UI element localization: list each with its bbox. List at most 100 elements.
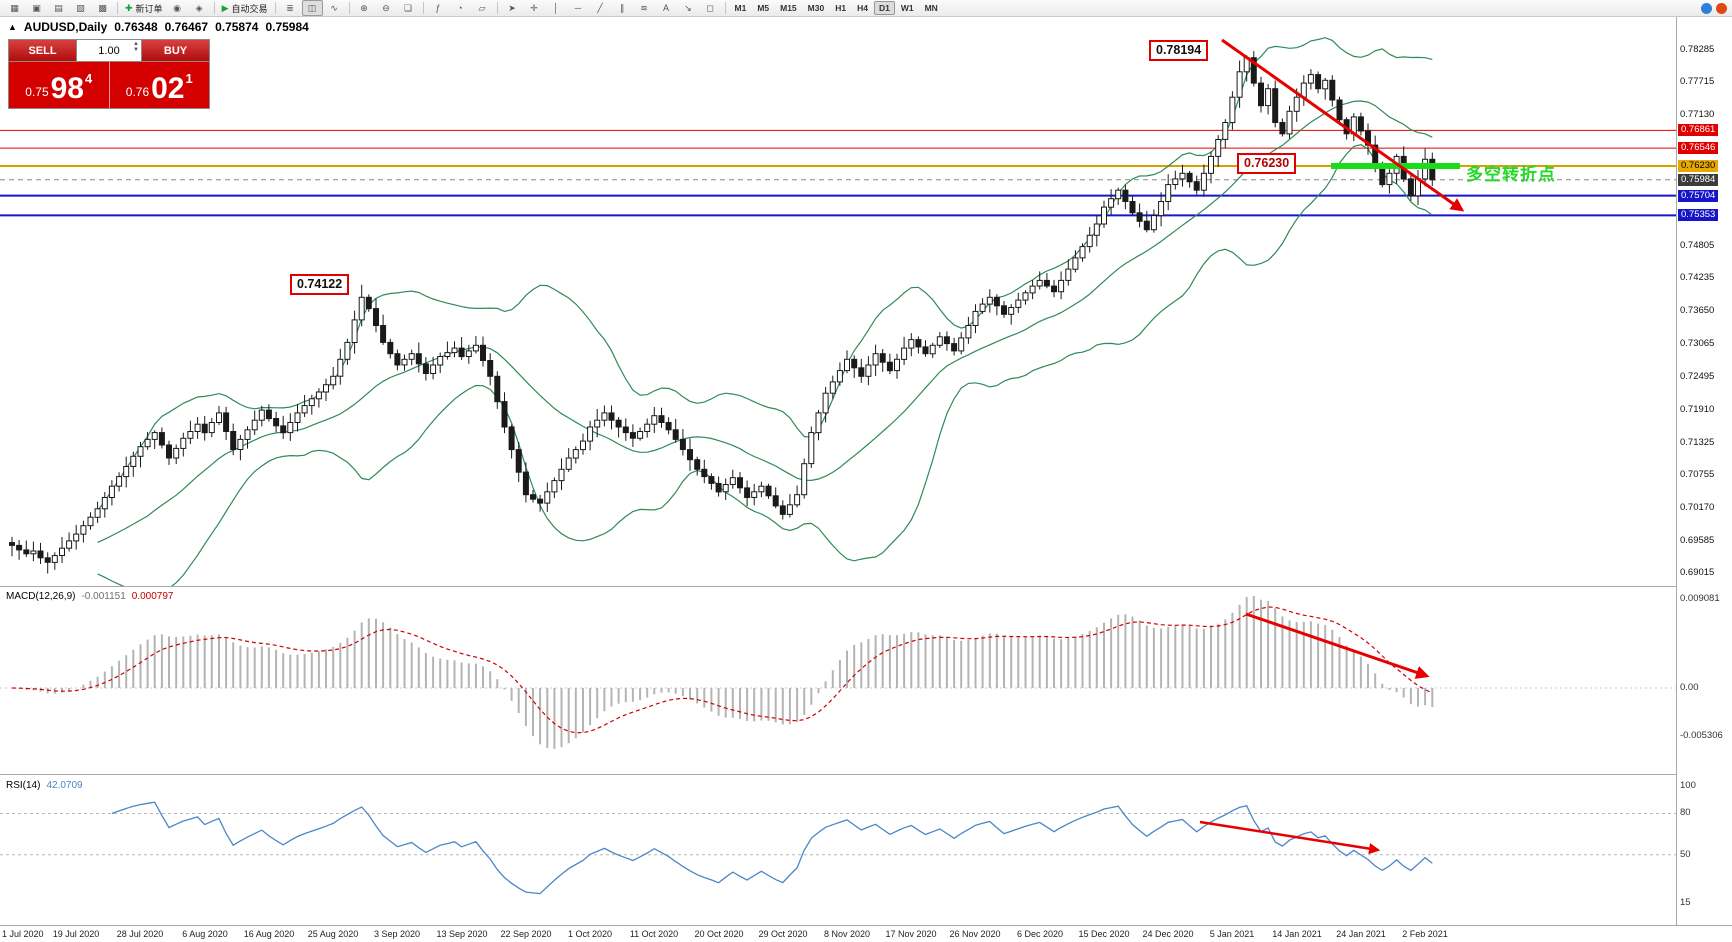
main-chart-pane[interactable] [0, 17, 1732, 586]
toolbar-separator [496, 2, 498, 14]
trendline-icon[interactable]: ╱ [597, 2, 603, 13]
pane-separator[interactable] [0, 586, 1732, 589]
price-scale-label: 0.71910 [1680, 404, 1715, 415]
timeframe-d1-button[interactable]: D1 [873, 1, 895, 15]
bar-chart-icon[interactable]: ≣ [286, 2, 294, 13]
text-label-icon[interactable]: A [662, 2, 669, 13]
crosshair-icon[interactable]: ✛ [530, 2, 538, 13]
macd-pane[interactable] [0, 588, 1732, 774]
price-scale-label: 0.78285 [1680, 44, 1715, 55]
candlesticks [9, 51, 1436, 574]
terminal-icon[interactable]: ▩ [98, 2, 107, 13]
date-label: 6 Aug 2020 [182, 929, 228, 939]
date-label: 5 Jan 2021 [1209, 929, 1255, 939]
toolbar-separator [274, 2, 276, 14]
shapes-icon[interactable]: ◻ [706, 2, 714, 13]
sell-button[interactable]: SELL [9, 40, 76, 61]
zoom-out-icon[interactable]: ⊖ [382, 2, 390, 13]
date-label: 1 Oct 2020 [567, 929, 613, 939]
price-scale-label: 0.76230 [1678, 160, 1719, 172]
rsi-scale-label: 50 [1680, 849, 1691, 860]
channel-icon[interactable]: ∥ [619, 2, 625, 13]
buy-price-button[interactable]: 0.76 02 1 [109, 62, 209, 108]
line-chart-icon[interactable]: ∿ [330, 2, 338, 13]
date-axis[interactable]: 1 Jul 2020 19 Jul 2020 28 Jul 2020 6 Aug 20… [0, 925, 1732, 942]
price-scale[interactable]: 0.78285 0.77715 0.77130 0.76861 0.76546 0.762… [1677, 17, 1732, 925]
rsi-pane[interactable] [0, 776, 1732, 925]
red-trend-arrow[interactable] [1221, 38, 1465, 212]
timeframe-h4-button[interactable]: H4 [857, 3, 868, 13]
price-annotation-peak[interactable]: 0.78194 [1149, 40, 1209, 61]
timeframe-w1-button[interactable]: W1 [900, 3, 914, 13]
templates-icon[interactable]: ▱ [478, 2, 486, 13]
price-annotation-aug-peak[interactable]: 0.74122 [290, 274, 350, 295]
price-scale-label: 0.75984 [1678, 174, 1719, 186]
turning-point-text[interactable]: 多空转折点 [1466, 165, 1556, 184]
symbol-period-label: AUDUSD,Daily [23, 20, 108, 34]
auto-trading-button[interactable]: ▶ 自动交易 [221, 2, 268, 14]
candlestick-chart-icon[interactable]: ◫ [301, 0, 323, 16]
date-label: 19 Jul 2020 [52, 929, 100, 939]
volume-input[interactable]: 1.00 ▲ ▼ [76, 40, 142, 61]
date-label: 3 Sep 2020 [373, 929, 421, 939]
red-trend-arrow[interactable] [1245, 612, 1430, 679]
low-value: 0.75874 [215, 20, 259, 34]
date-label: 1 Jul 2020 [2, 929, 44, 939]
new-order-button[interactable]: ✚ 新订单 [125, 2, 163, 14]
price-scale-label: 0.73650 [1680, 305, 1715, 316]
one-click-collapse-icon[interactable]: ▲ [8, 22, 17, 32]
price-annotation-pivot[interactable]: 0.76230 [1237, 153, 1297, 174]
pane-separator[interactable] [0, 774, 1732, 777]
navigator-icon[interactable]: ▧ [76, 2, 85, 13]
market-watch-icon[interactable]: ▤ [54, 2, 63, 13]
timeframe-m1-button[interactable]: M1 [734, 3, 747, 13]
buy-button[interactable]: BUY [142, 40, 209, 61]
rsi-value: 42.0709 [46, 780, 83, 791]
date-label: 13 Sep 2020 [436, 929, 488, 939]
timeframe-m30-button[interactable]: M30 [807, 3, 825, 13]
date-label: 24 Dec 2020 [1142, 929, 1194, 939]
toolbar-separator [117, 2, 118, 14]
arrow-object-icon[interactable]: ↘ [684, 2, 692, 13]
alerts-icon[interactable]: ◈ [195, 2, 203, 13]
cursor-icon[interactable]: ➤ [508, 2, 516, 13]
period-settings-icon[interactable]: ◔ [457, 2, 463, 13]
price-scale-label: 0.70170 [1680, 502, 1715, 513]
timeframe-m5-button[interactable]: M5 [757, 3, 770, 13]
rsi-scale-label: 80 [1680, 807, 1691, 818]
macd-histogram [18, 596, 1434, 749]
tile-windows-icon[interactable]: ❏ [403, 2, 413, 13]
timeframe-m15-button[interactable]: M15 [780, 3, 797, 13]
date-label: 17 Nov 2020 [885, 929, 937, 939]
price-scale-label: 0.73065 [1680, 338, 1715, 349]
price-scale-label: 0.76546 [1678, 142, 1719, 154]
price-scale-label: 0.75704 [1678, 190, 1719, 202]
rsi-indicator-label: RSI(14) 42.0709 [6, 780, 83, 791]
profiles-icon[interactable]: ▣ [32, 2, 41, 13]
timeframe-mn-button[interactable]: MN [924, 3, 938, 13]
support-resistance-lines[interactable] [0, 129, 1676, 217]
quotes-status-icon[interactable] [1701, 3, 1712, 14]
macd-indicator-label: MACD(12,26,9) -0.001151 0.000797 [6, 591, 174, 602]
date-label: 24 Jan 2021 [1336, 929, 1386, 939]
fibonacci-icon[interactable]: ≋ [640, 2, 648, 13]
connection-status-icon[interactable] [1716, 3, 1727, 14]
price-scale-border [1676, 17, 1677, 925]
timeframe-h1-button[interactable]: H1 [835, 3, 847, 13]
date-label: 2 Feb 2021 [1402, 929, 1448, 939]
vertical-line-icon[interactable]: │ [553, 2, 559, 13]
indicators-icon[interactable]: ƒ [435, 2, 441, 13]
new-chart-icon[interactable]: ▦ [10, 2, 19, 13]
red-trend-arrow[interactable] [1199, 820, 1381, 855]
zoom-in-icon[interactable]: ⊕ [360, 2, 368, 13]
buy-price-head: 0.76 [125, 85, 150, 99]
one-click-trading-panel: SELL 1.00 ▲ ▼ BUY 0.75 98 4 0.76 02 1 [8, 39, 210, 109]
macd-scale-label: 0.009081 [1680, 593, 1720, 604]
sell-price-button[interactable]: 0.75 98 4 [9, 62, 110, 108]
chart-ohlc-title: ▲ AUDUSD,Daily 0.76348 0.76467 0.75874 0… [8, 20, 309, 34]
horizontal-line-icon[interactable]: ─ [574, 2, 582, 13]
volume-spinner[interactable]: ▲ ▼ [133, 41, 139, 53]
mql5-community-icon[interactable]: ◉ [173, 2, 181, 13]
price-scale-label: 0.77715 [1680, 76, 1715, 87]
rsi-scale-label: 100 [1680, 780, 1696, 791]
